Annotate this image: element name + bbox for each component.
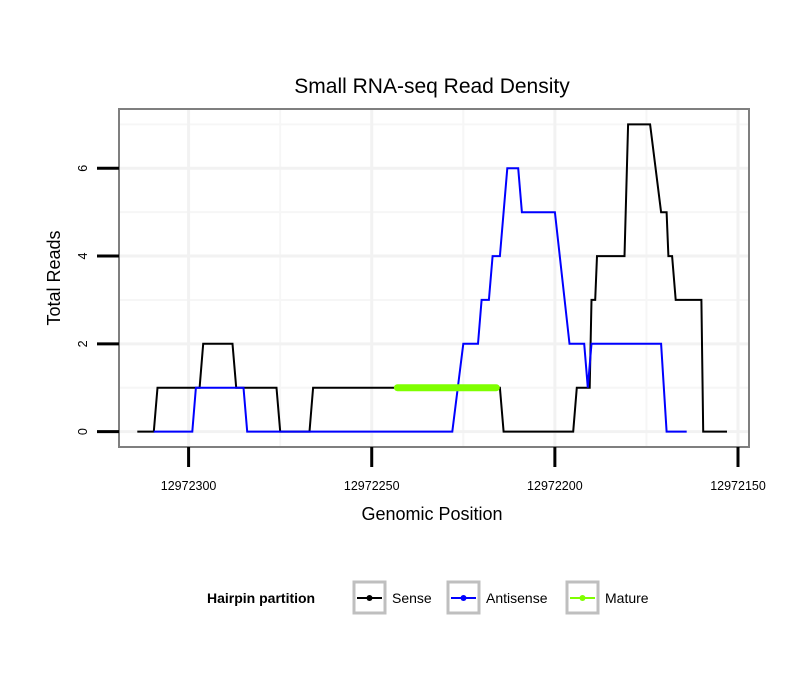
y-tick-label: 0 xyxy=(76,428,90,435)
legend-entry-mature: Mature xyxy=(565,580,649,615)
y-tick-label: 6 xyxy=(76,165,90,172)
y-tick-label: 4 xyxy=(76,253,90,260)
plot-panel-border xyxy=(118,108,750,448)
legend-key-point xyxy=(366,595,373,601)
legend-key-point xyxy=(579,595,586,601)
chart-title: Small RNA-seq Read Density xyxy=(294,75,570,98)
legend-title: Hairpin partition xyxy=(207,590,315,606)
series-lines xyxy=(137,123,727,433)
x-tick-label: 12972250 xyxy=(344,479,400,493)
legend: Hairpin partition Sense Antisense Mature xyxy=(207,580,649,615)
legend-label: Antisense xyxy=(486,590,548,606)
x-axis: 12972300 12972250 12972200 12972150 xyxy=(161,447,766,493)
x-tick-label: 12972300 xyxy=(161,479,217,493)
series-line-antisense xyxy=(153,167,687,433)
y-axis: 0 2 4 6 xyxy=(76,165,119,435)
legend-key-point xyxy=(460,595,467,601)
series-line-sense xyxy=(137,123,727,433)
y-axis-title: Total Reads xyxy=(44,230,64,325)
legend-entry-sense: Sense xyxy=(352,580,432,615)
legend-label: Mature xyxy=(605,590,649,606)
x-tick-label: 12972150 xyxy=(710,479,766,493)
legend-entry-antisense: Antisense xyxy=(446,580,548,615)
y-tick-label: 2 xyxy=(76,340,90,347)
x-axis-title: Genomic Position xyxy=(361,504,502,524)
legend-label: Sense xyxy=(392,590,432,606)
x-tick-label: 12972200 xyxy=(527,479,583,493)
